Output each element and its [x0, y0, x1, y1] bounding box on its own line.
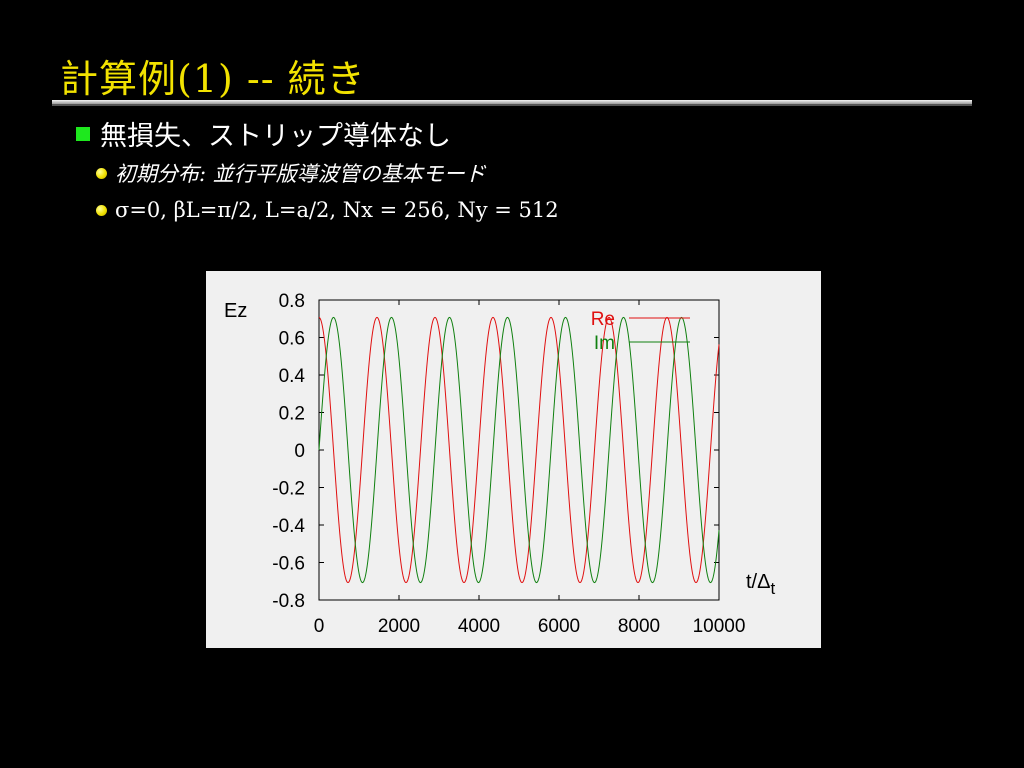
- legend-label-re: Re: [591, 309, 615, 330]
- y-tick-label: 0.4: [279, 366, 306, 387]
- sub-bullet-2-text: σ=0, βL=π/2, L=a/2, Nx = 256, Ny = 512: [115, 198, 559, 222]
- main-bullet-text: 無損失、ストリップ導体なし: [100, 121, 451, 152]
- title-underline-shadow: [52, 104, 972, 106]
- y-tick-label: -0.4: [272, 516, 305, 537]
- y-tick-label: 0.6: [279, 329, 305, 350]
- x-tick-label: 0: [314, 616, 325, 637]
- x-tick-label: 8000: [618, 616, 660, 637]
- y-tick-label: -0.2: [272, 479, 305, 500]
- sub-bullet-2: σ=0, βL=π/2, L=a/2, Nx = 256, Ny = 512: [96, 198, 559, 222]
- yellow-dot-bullet-icon: [96, 167, 107, 179]
- y-tick-label: -0.6: [272, 554, 305, 575]
- y-axis-label: Ez: [224, 300, 247, 322]
- main-bullet: 無損失、ストリップ導体なし: [76, 114, 451, 153]
- series-line-im: [318, 316, 720, 584]
- y-tick-label: 0: [294, 441, 305, 462]
- sub-bullet-1-text: 初期分布: 並行平版導波管の基本モード: [115, 162, 486, 186]
- x-tick-label: 10000: [693, 616, 746, 637]
- slide-title: 計算例(1) -- 続き: [60, 57, 366, 101]
- ez-time-chart: 0.8 0.6 0.4 0.2 0 -0.2 -0.4 -0.6 -0.8 0 2000 4000 60…: [206, 271, 821, 648]
- x-tick-label: 6000: [538, 616, 580, 637]
- x-axis-label: t/Δt: [746, 571, 775, 598]
- y-tick-label: -0.8: [272, 591, 305, 612]
- title-underline: [52, 100, 972, 104]
- x-tick-label: 2000: [378, 616, 420, 637]
- yellow-dot-bullet-icon: [96, 204, 107, 216]
- sub-bullet-1: 初期分布: 並行平版導波管の基本モード: [96, 158, 486, 188]
- y-tick-label: 0.2: [279, 404, 305, 425]
- chart-svg: 0.8 0.6 0.4 0.2 0 -0.2 -0.4 -0.6 -0.8 0 2000 4000 60…: [224, 291, 775, 637]
- legend-label-im: Im: [594, 333, 615, 354]
- green-square-bullet-icon: [76, 126, 90, 141]
- series-line-re: [318, 316, 720, 584]
- x-tick-label: 4000: [458, 616, 500, 637]
- y-tick-label: 0.8: [279, 291, 305, 312]
